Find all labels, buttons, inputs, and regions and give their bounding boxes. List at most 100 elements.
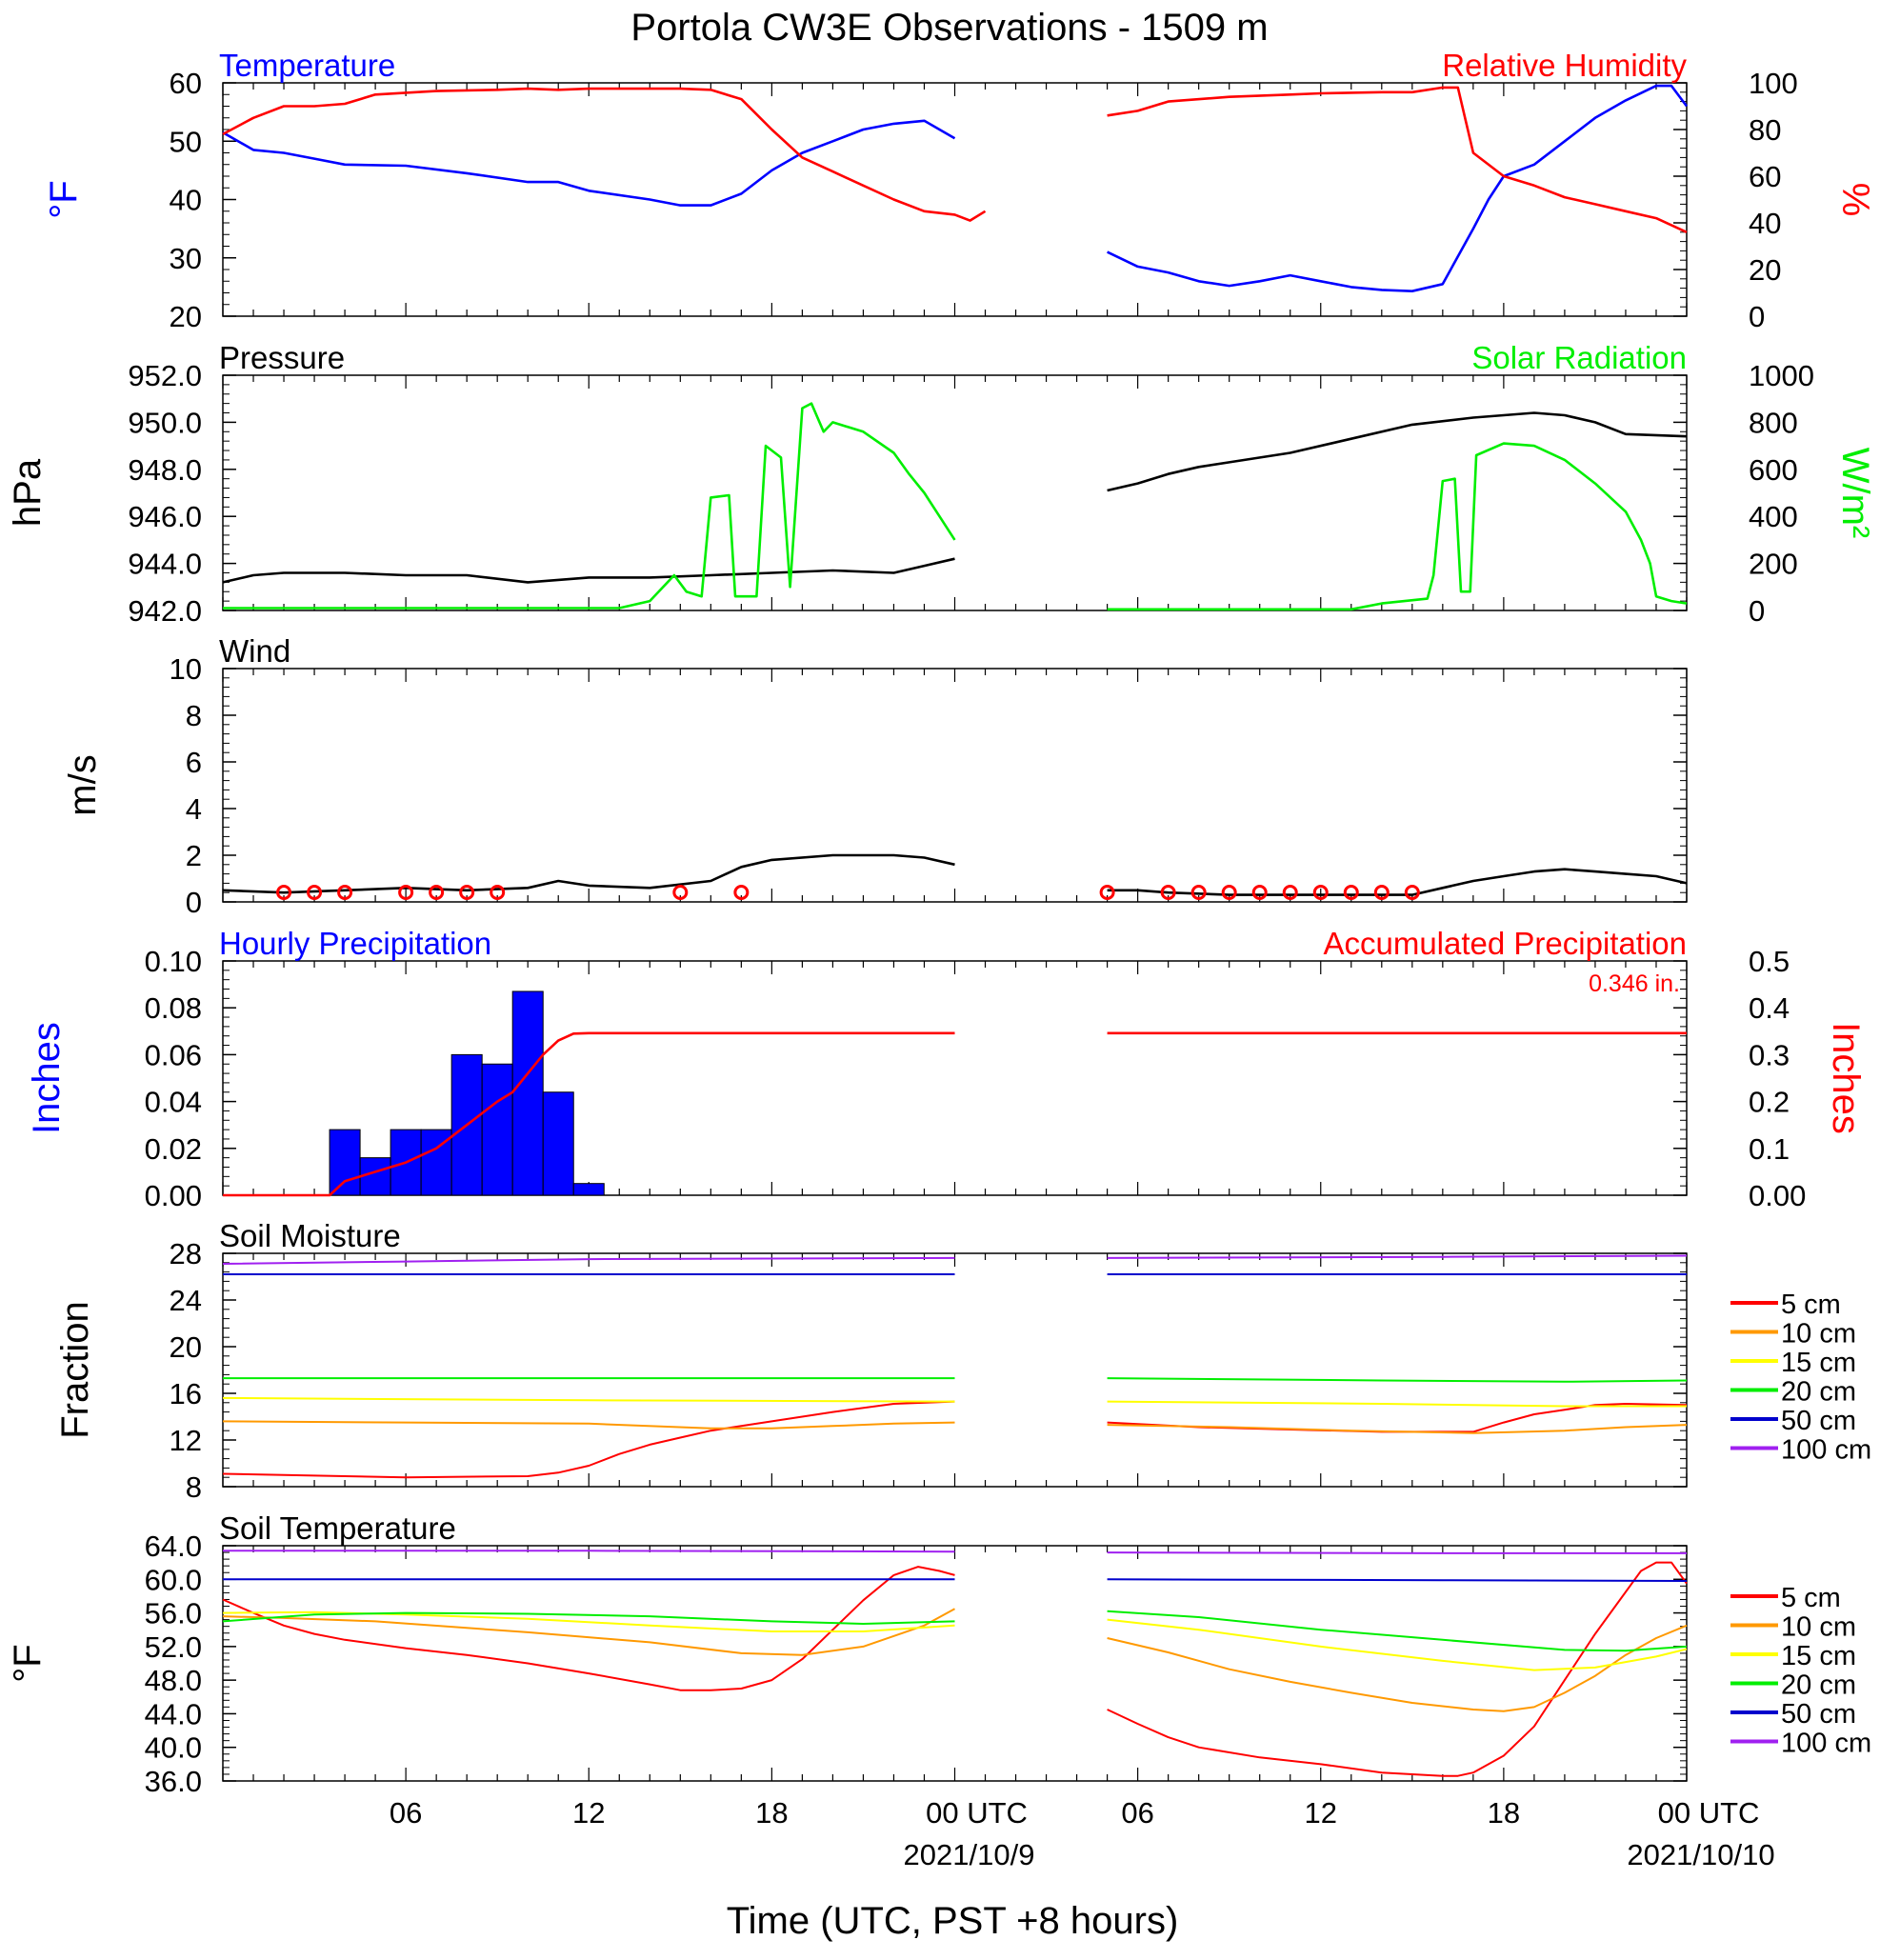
y-tick-label-right: 40 [1749, 207, 1781, 240]
calm-wind-marker [1312, 885, 1329, 900]
y-axis-label-left: °F [7, 1644, 49, 1682]
y-tick-label-left: 4 [186, 792, 202, 826]
x-tick-label: 12 [1305, 1796, 1337, 1830]
series-line [222, 557, 955, 584]
y-axis-label-left: °F [43, 180, 85, 218]
series-line [1107, 1624, 1688, 1712]
y-tick-label-right: 0.00 [1749, 1179, 1806, 1212]
y-tick-label-left: 0.04 [145, 1086, 202, 1119]
series-line [1107, 411, 1688, 492]
y-tick-label-left: 30 [170, 242, 202, 275]
panel-title-left: Soil Temperature [219, 1510, 456, 1546]
series-line [1107, 1610, 1688, 1652]
panel-title-right: Solar Radiation [1471, 340, 1687, 375]
panel-frame [222, 1252, 1688, 1488]
y-tick-label-right: 0 [1749, 300, 1765, 333]
series-line [1107, 84, 1689, 292]
x-axis: 06 12 18 00 UTC 06 12 18 00 UTC 2021/10/9 2021/10… [390, 1796, 1775, 1871]
series-line [223, 1031, 955, 1197]
x-tick-label: 00 UTC [1658, 1796, 1760, 1830]
calm-wind-marker [1160, 885, 1176, 900]
calm-wind-marker [672, 885, 689, 900]
calm-wind-marker [1404, 885, 1420, 900]
panel-frame [222, 82, 1688, 317]
legend-label: 5 cm [1781, 1290, 1841, 1320]
y-tick-label-left: 60 [170, 67, 202, 100]
series-line [1107, 1254, 1688, 1259]
series-line [222, 1396, 955, 1403]
chart-title: Portola CW3E Observations - 1509 m [630, 7, 1268, 49]
series-line [1107, 442, 1688, 611]
y-tick-label-left: 0.06 [145, 1038, 202, 1071]
precip-bar [542, 1091, 574, 1196]
y-tick-label-left: 40 [170, 184, 202, 217]
legend-label: 100 cm [1781, 1729, 1871, 1759]
y-tick-label-left: 50 [170, 125, 202, 158]
y-axis-label-right: Inches [1825, 1022, 1867, 1134]
y-axis-label-left: Fraction [54, 1301, 96, 1439]
legend-label: 50 cm [1781, 1406, 1856, 1436]
y-tick-label-left: 12 [170, 1424, 202, 1457]
y-tick-label-left: 36.0 [145, 1765, 202, 1798]
precip-bar [481, 1063, 513, 1196]
y-tick-label-left: 24 [170, 1284, 202, 1317]
y-axis-label-left: m/s [62, 754, 104, 815]
series-line [1107, 86, 1688, 233]
calm-wind-marker [1343, 885, 1359, 900]
legend-label: 100 cm [1781, 1435, 1871, 1466]
precip-bar [359, 1157, 391, 1196]
calm-wind-marker [1099, 885, 1115, 900]
series-line [222, 1256, 955, 1265]
series-line [1107, 1578, 1688, 1582]
calm-wind-marker [337, 885, 353, 900]
series-line [223, 402, 956, 610]
y-tick-label-left: 946.0 [128, 500, 202, 533]
calm-wind-marker [490, 885, 506, 900]
y-tick-label-left: 942.0 [128, 594, 202, 628]
y-tick-label-right: 0.4 [1749, 991, 1790, 1025]
series-line [223, 1550, 955, 1553]
calm-wind-marker [1282, 885, 1298, 900]
y-tick-label-left: 60.0 [145, 1563, 202, 1596]
y-tick-label-left: 0.08 [145, 991, 202, 1025]
panel-title-left: Pressure [219, 340, 345, 375]
panel-1: 60 50 40 30 20 100 80 60 40 20 0 Temperature Relativ… [43, 48, 1876, 333]
y-tick-label-left: 0.00 [145, 1179, 202, 1212]
y-tick-label-left: 56.0 [145, 1597, 202, 1630]
panel-title-left: Temperature [219, 48, 395, 83]
legend-label: 20 cm [1781, 1377, 1856, 1408]
y-tick-label-left: 28 [170, 1237, 202, 1270]
calm-wind-marker [1221, 885, 1237, 900]
y-tick-label-left: 10 [170, 652, 202, 686]
y-axis-label-left: hPa [7, 458, 49, 527]
x-tick-label: 06 [390, 1796, 422, 1830]
y-tick-label-right: 60 [1749, 160, 1781, 193]
series-line [1107, 868, 1688, 896]
calm-wind-marker [1251, 885, 1268, 900]
panel-title-left: Soil Moisture [219, 1218, 401, 1253]
y-tick-label-left: 64.0 [145, 1530, 202, 1563]
panel-2: 952.0 950.0 948.0 946.0 944.0 942.0 1000 800 600… [7, 340, 1876, 628]
panel-title-left: Hourly Precipitation [219, 926, 491, 961]
legend-label: 15 cm [1781, 1348, 1856, 1378]
y-tick-label-left: 8 [186, 699, 202, 732]
x-date-label: 2021/10/9 [904, 1838, 1035, 1871]
series-line [1107, 1618, 1688, 1671]
series-line [222, 1608, 955, 1656]
series-line [1107, 1403, 1688, 1433]
y-tick-label-right: 100 [1749, 67, 1798, 100]
y-tick-label-right: 200 [1749, 548, 1798, 581]
y-tick-label-left: 40.0 [145, 1731, 202, 1765]
calm-wind-marker [1373, 885, 1390, 900]
series-line [222, 1610, 955, 1632]
legend-label: 5 cm [1781, 1583, 1841, 1613]
legend-label: 20 cm [1781, 1670, 1856, 1701]
y-tick-label-left: 950.0 [128, 406, 202, 439]
y-tick-label-left: 944.0 [128, 548, 202, 581]
panel-title-left: Wind [219, 633, 290, 669]
series-line [222, 1611, 955, 1625]
x-axis-label: Time (UTC, PST +8 hours) [727, 1900, 1179, 1942]
precip-bar [329, 1129, 361, 1196]
